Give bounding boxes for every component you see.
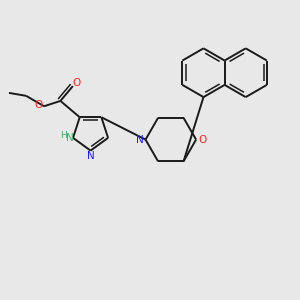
Text: O: O [34,100,43,110]
Text: N: N [136,135,144,145]
Text: H: H [60,131,67,140]
Text: N: N [87,151,94,161]
Text: O: O [72,78,81,88]
Text: O: O [198,135,206,145]
Text: N: N [66,134,74,143]
